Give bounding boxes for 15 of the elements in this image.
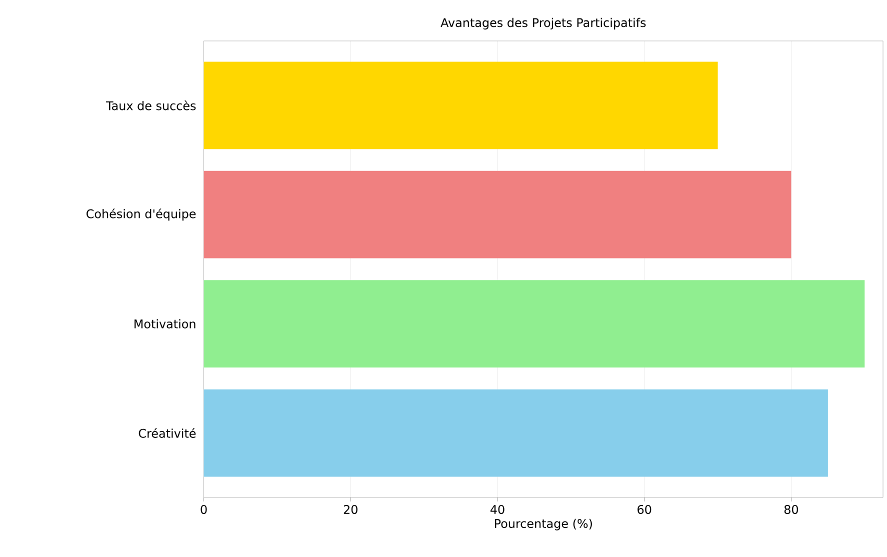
bar bbox=[204, 389, 828, 477]
x-tick-label: 20 bbox=[344, 504, 358, 514]
x-tick-label: 0 bbox=[200, 504, 207, 514]
bar bbox=[204, 280, 865, 368]
bar bbox=[204, 62, 718, 149]
y-tick-label: Motivation bbox=[134, 318, 196, 328]
bar bbox=[204, 170, 792, 258]
y-tick-label: Cohésion d'équipe bbox=[86, 208, 196, 220]
x-tick-label: 60 bbox=[638, 504, 652, 514]
x-tick-label: 40 bbox=[490, 504, 504, 514]
chart-title: Avantages des Projets Participatifs bbox=[440, 18, 646, 30]
y-tick-label: Créativité bbox=[138, 428, 196, 438]
x-axis-title: Pourcentage (%) bbox=[494, 518, 592, 530]
y-tick-label: Taux de succès bbox=[106, 100, 196, 110]
x-tick-label: 80 bbox=[784, 504, 798, 514]
